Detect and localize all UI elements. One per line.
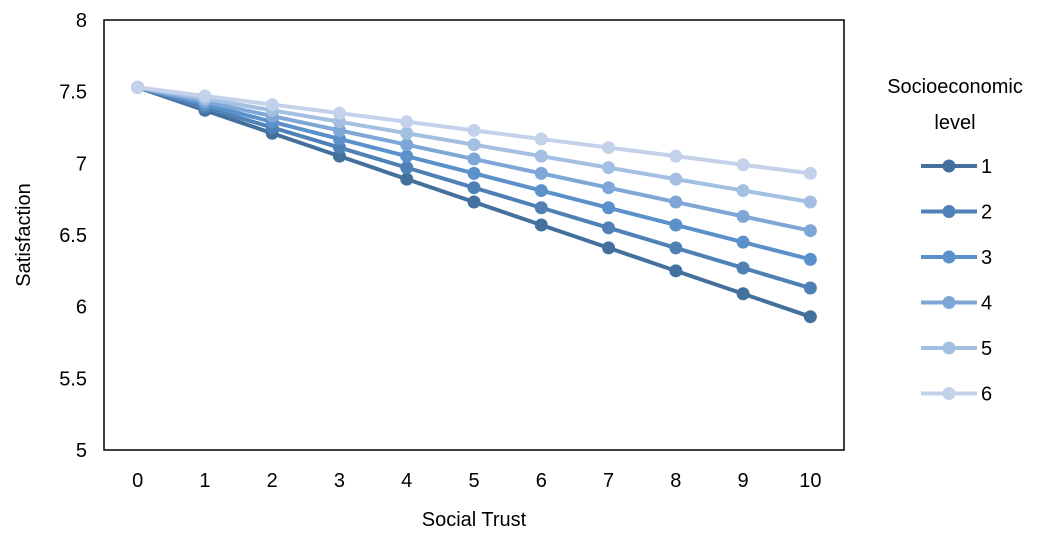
data-point — [803, 281, 817, 295]
legend-item-2: 2 — [921, 202, 992, 224]
legend-label: 4 — [981, 293, 992, 315]
legend-marker — [942, 205, 956, 218]
data-point — [736, 235, 750, 249]
legend-marker — [942, 341, 956, 355]
legend-label: 2 — [981, 202, 992, 224]
legend-marker — [942, 387, 956, 400]
data-point — [602, 161, 616, 175]
data-point — [467, 195, 481, 209]
legend-label: 3 — [981, 247, 992, 269]
legend-marker — [942, 296, 956, 309]
x-tick-label: 5 — [468, 470, 479, 492]
data-point — [736, 158, 750, 172]
plot-area-frame — [103, 19, 845, 451]
y-tick-label: 5.5 — [59, 368, 87, 390]
x-tick-label: 6 — [536, 470, 547, 492]
data-point — [602, 241, 616, 255]
data-point — [602, 181, 616, 195]
data-point — [534, 166, 548, 180]
x-tick-label: 2 — [267, 470, 278, 492]
x-tick-label: 3 — [334, 470, 345, 492]
y-axis-title: Satisfaction — [13, 183, 35, 286]
data-point — [332, 106, 346, 120]
y-tick-label: 6.5 — [59, 225, 87, 247]
data-point — [131, 80, 145, 94]
data-point — [803, 195, 817, 209]
data-point — [803, 224, 817, 238]
x-tick-label: 10 — [799, 470, 821, 492]
x-tick-label: 1 — [199, 470, 210, 492]
y-tick-label: 7 — [76, 153, 87, 175]
data-point — [534, 218, 548, 232]
data-point — [669, 149, 683, 163]
data-point — [669, 195, 683, 209]
y-tick-label: 5 — [76, 440, 87, 462]
legend-label: 1 — [981, 156, 992, 178]
data-point — [400, 161, 414, 175]
data-point — [669, 172, 683, 186]
data-point — [467, 152, 481, 166]
data-point — [602, 221, 616, 235]
x-tick-label: 0 — [132, 470, 143, 492]
data-point — [736, 184, 750, 198]
data-point — [669, 218, 683, 232]
data-point — [198, 89, 212, 103]
x-tick-label: 9 — [738, 470, 749, 492]
y-tick-label: 7.5 — [59, 82, 87, 104]
data-point — [400, 138, 414, 152]
y-tick-label: 8 — [76, 10, 87, 32]
data-point — [400, 115, 414, 129]
legend-label: 6 — [981, 384, 992, 406]
y-axis-ticks: 5 5.5 6 6.5 7 7.5 8 — [59, 10, 87, 462]
x-axis-ticks: 0 1 2 3 4 5 6 7 8 9 10 — [132, 470, 821, 492]
data-point — [534, 149, 548, 163]
data-point — [467, 138, 481, 152]
legend-title-line-1: Socioeconomic — [887, 76, 1023, 98]
y-tick-label: 6 — [76, 297, 87, 319]
legend: 1 2 3 4 5 6 — [921, 156, 992, 406]
data-point — [602, 141, 616, 155]
x-tick-label: 7 — [603, 470, 614, 492]
data-point — [736, 261, 750, 275]
data-point — [803, 166, 817, 180]
data-point — [400, 172, 414, 186]
data-point — [467, 166, 481, 180]
data-point — [602, 201, 616, 215]
legend-marker — [942, 159, 956, 173]
legend-item-6: 6 — [921, 384, 992, 406]
x-tick-label: 4 — [401, 470, 412, 492]
data-point — [467, 181, 481, 195]
legend-title-line-2: level — [934, 112, 975, 134]
data-point — [534, 132, 548, 146]
legend-item-3: 3 — [921, 247, 992, 269]
data-point — [803, 252, 817, 266]
data-point — [736, 287, 750, 301]
data-point — [534, 184, 548, 198]
x-tick-label: 8 — [670, 470, 681, 492]
data-point — [400, 149, 414, 163]
legend-item-5: 5 — [921, 338, 992, 360]
data-point — [803, 310, 817, 324]
data-point — [669, 241, 683, 255]
data-point — [736, 209, 750, 223]
data-point — [467, 123, 481, 137]
data-point — [669, 264, 683, 278]
series-layer — [131, 80, 817, 324]
legend-label: 5 — [981, 338, 992, 360]
data-point — [265, 98, 279, 112]
data-point — [534, 201, 548, 215]
legend-item-1: 1 — [921, 156, 992, 178]
series-6 — [131, 80, 817, 180]
legend-item-4: 4 — [921, 293, 992, 315]
x-axis-title: Social Trust — [422, 509, 527, 531]
data-point — [400, 126, 414, 140]
legend-marker — [942, 250, 956, 264]
